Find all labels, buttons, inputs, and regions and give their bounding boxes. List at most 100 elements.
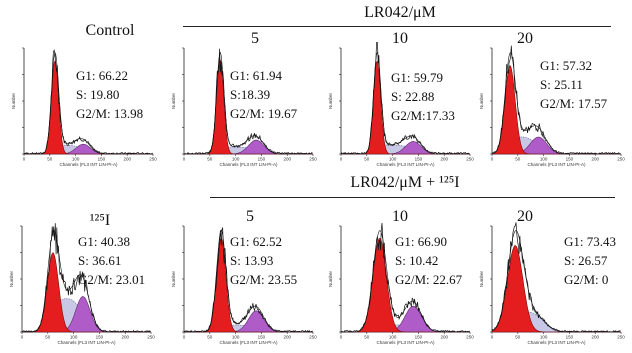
bottom-control-title: ¹²⁵I (89, 212, 111, 229)
x-tick-label: 0 (21, 335, 24, 340)
x-tick-label: 150 (98, 157, 106, 162)
x-tick-label: 100 (540, 157, 548, 162)
phase-stats: G1: 66.90 S: 10.42 G2/M: 22.67 (395, 232, 462, 289)
phase-stats: G1: 57.32 S: 25.11 G2/M: 17.57 (540, 56, 607, 113)
s-label: S: 22.88 (391, 89, 435, 104)
bottom-dose-5: 5 (246, 208, 254, 225)
y-axis-label: Number (328, 93, 333, 110)
x-tick-label: 200 (121, 335, 129, 340)
s-label: S:18.39 (230, 87, 271, 102)
x-tick-label: 150 (258, 157, 266, 162)
g2m-label: G2/M: 0 (564, 272, 609, 287)
x-tick-label: 0 (491, 335, 494, 340)
x-tick-label: 200 (440, 335, 448, 340)
y-axis-label: Number (9, 271, 14, 288)
x-tick-label: 200 (283, 335, 291, 340)
x-tick-label: 250 (466, 335, 474, 340)
model-fit-line (184, 51, 313, 155)
x-tick-label: 50 (47, 157, 53, 162)
x-tick-label: 0 (340, 335, 343, 340)
g2m-phase-area (341, 141, 470, 155)
x-axis-label: Channels (FL3 INT LIN-PI-A) (220, 340, 278, 345)
phase-stats: G1: 61.94 S:18.39 G2/M: 19.67 (230, 66, 297, 123)
x-tick-label: 100 (389, 157, 397, 162)
x-tick-label: 200 (591, 157, 599, 162)
x-tick-label: 50 (364, 335, 370, 340)
top-control-title: Control (85, 22, 135, 39)
g1-label: G1: 57.32 (540, 58, 592, 73)
g1-label: G1: 59.79 (391, 70, 443, 85)
x-tick-label: 50 (207, 157, 213, 162)
phase-stats: G1: 66.22 S: 19.80 G2/M: 13.98 (76, 66, 143, 123)
histogram-panel: 0 50 100 150 200 250 Channels (FL3 INT LIN-PI-… (478, 220, 628, 348)
x-tick-label: 50 (515, 335, 521, 340)
x-tick-label: 150 (258, 335, 266, 340)
histogram-panel: 0 50 100 150 200 250 Channels (FL3 INT LIN-PI-… (8, 220, 158, 348)
x-axis-label: Channels (FL3 INT LIN-PI-A) (528, 162, 586, 167)
g1-label: G1: 66.90 (395, 234, 447, 249)
x-tick-label: 100 (232, 335, 240, 340)
x-tick-label: 100 (389, 335, 397, 340)
g2m-label: G2/M: 19.67 (230, 106, 298, 121)
histogram-outline (183, 226, 313, 333)
x-axis-label: Channels (FL3 INT LIN-PI-A) (528, 340, 586, 345)
histogram-outline (183, 48, 313, 155)
g2m-label: G2/M: 23.01 (78, 272, 146, 287)
histogram-svg: 0 50 100 150 200 250 Channels (FL3 INT LIN-PI-… (171, 47, 317, 167)
histogram-panel: 0 50 100 150 200 250 Channels (FL3 INT LIN-PI-… (478, 42, 628, 170)
s-label: S: 26.57 (564, 253, 608, 268)
histogram-outline (491, 45, 621, 155)
x-axis-label: Channels (FL3 INT LIN-PI-A) (377, 340, 435, 345)
g2m-label: G2/M: 13.98 (76, 106, 144, 121)
x-tick-label: 150 (566, 157, 574, 162)
x-tick-label: 50 (207, 335, 213, 340)
x-axis-label: Channels (FL3 INT LIN-PI-A) (220, 162, 278, 167)
g2m-phase-area (341, 305, 470, 333)
x-tick-label: 250 (309, 335, 317, 340)
x-tick-label: 0 (491, 157, 494, 162)
model-fit-line (22, 230, 151, 333)
g2m-phase-area (184, 310, 313, 333)
x-tick-label: 100 (72, 157, 80, 162)
y-axis-label: Number (328, 271, 333, 288)
histogram-panel: 0 50 100 150 200 250 Channels (FL3 INT LIN-PI-… (170, 220, 320, 348)
histogram-panel: 0 50 100 150 200 250 Channels (FL3 INT LIN-PI-… (10, 42, 160, 170)
x-tick-label: 150 (96, 335, 104, 340)
bottom-group-divider (210, 197, 615, 198)
x-tick-label: 100 (70, 335, 78, 340)
y-axis-label: Number (479, 93, 484, 110)
x-tick-label: 250 (617, 335, 625, 340)
model-fit-line (491, 52, 621, 155)
s-label: S: 13.93 (230, 253, 274, 268)
top-dose-10: 10 (392, 30, 408, 47)
x-tick-label: 250 (309, 157, 317, 162)
g1-label: G1: 73.43 (564, 234, 616, 249)
top-group-divider (183, 26, 611, 27)
histogram-svg: 0 50 100 150 200 250 Channels (FL3 INT LIN-PI-… (328, 40, 474, 167)
phase-stats: G1: 62.52 S: 13.93 G2/M: 23.55 (230, 232, 297, 289)
y-axis-label: Number (479, 271, 484, 288)
s-label: S: 36.61 (78, 253, 122, 268)
bottom-group-title: LR042/μM + ¹²⁵I (350, 174, 460, 191)
x-axis-label: Channels (FL3 INT LIN-PI-A) (58, 340, 116, 345)
g1-label: G1: 61.94 (230, 68, 282, 83)
model-fit-line (24, 51, 153, 155)
x-tick-label: 50 (364, 157, 370, 162)
g2m-label: G2/M: 17.57 (540, 96, 608, 111)
y-axis-label: Number (171, 271, 176, 288)
histogram-panel: 0 50 100 150 200 250 Channels (FL3 INT LIN-PI-… (327, 220, 477, 348)
histogram-svg: 0 50 100 150 200 250 Channels (FL3 INT LIN-PI-… (11, 47, 157, 167)
g2m-label: G2/M: 22.67 (395, 272, 463, 287)
phase-stats: G1: 40.38 S: 36.61 G2/M: 23.01 (78, 232, 145, 289)
x-axis-label: Channels (FL3 INT LIN-PI-A) (377, 162, 435, 167)
x-tick-label: 200 (123, 157, 131, 162)
s-label: S: 10.42 (395, 253, 439, 268)
bottom-dose-10: 10 (392, 208, 408, 225)
x-tick-label: 200 (283, 157, 291, 162)
phase-stats: G1: 59.79 S: 22.88 G2/M:17.33 (391, 68, 455, 125)
histogram-panel: 0 50 100 150 200 250 Channels (FL3 INT LIN-PI-… (170, 42, 320, 170)
histogram-outline (491, 222, 621, 333)
g1-label: G1: 62.52 (230, 234, 282, 249)
x-tick-label: 250 (617, 157, 625, 162)
x-tick-label: 50 (45, 335, 51, 340)
